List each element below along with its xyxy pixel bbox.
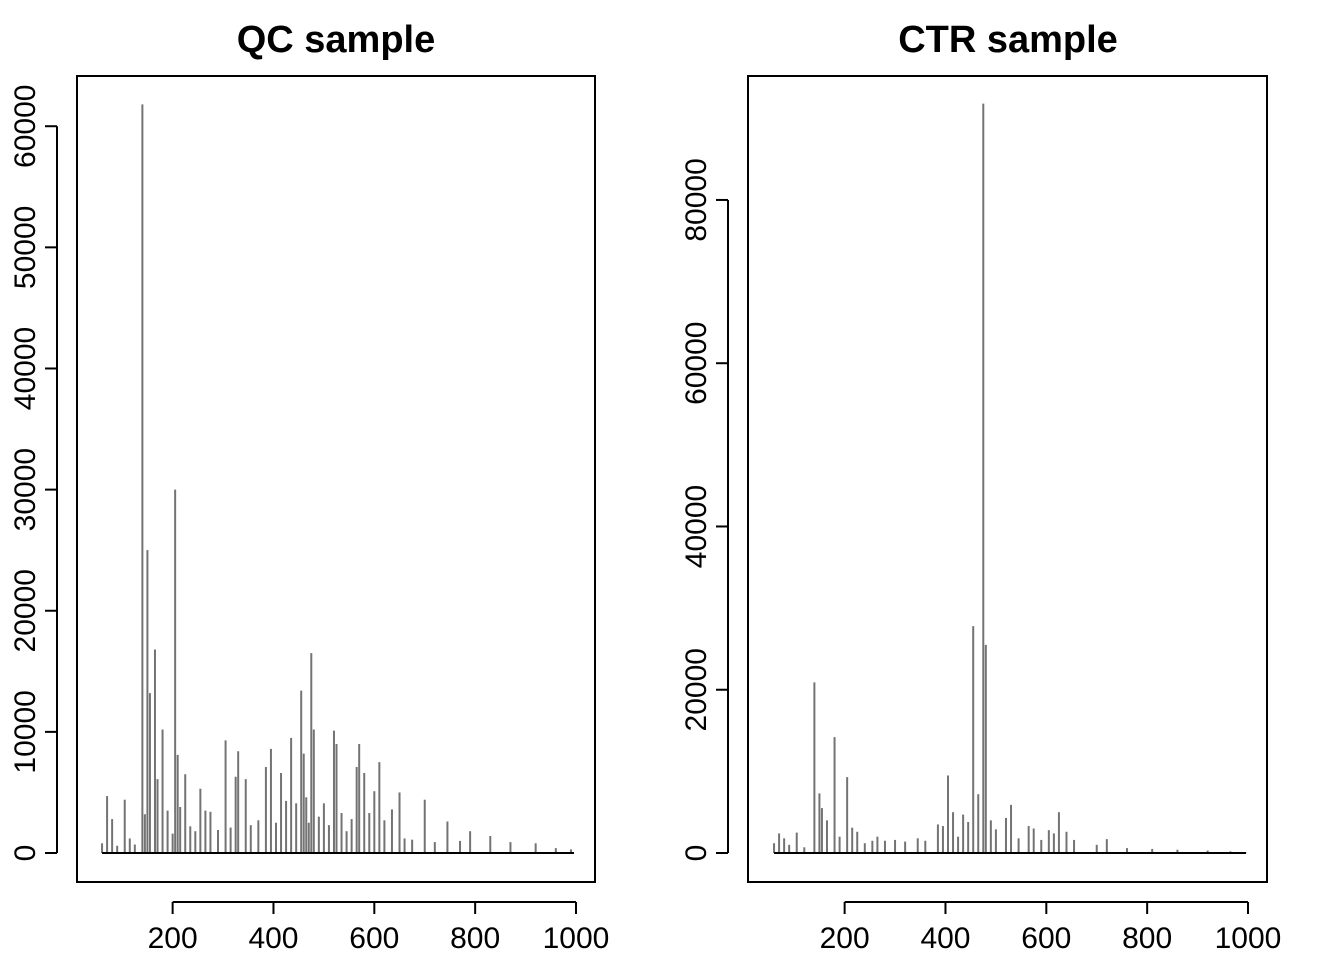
x-tick-label: 200 — [148, 922, 198, 955]
y-tick-label: 40000 — [9, 327, 42, 410]
y-axis: 0 10000 20000 30000 40000 50000 60000 — [9, 85, 58, 862]
x-axis: 200 400 600 800 1000 — [820, 901, 1282, 955]
y-tick-label: 20000 — [680, 648, 713, 731]
y-tick-label: 80000 — [680, 158, 713, 241]
x-tick-label: 600 — [349, 922, 399, 955]
x-tick-label: 800 — [1122, 922, 1172, 955]
x-tick-label: 400 — [248, 922, 298, 955]
y-axis: 0 20000 40000 60000 80000 — [680, 158, 729, 862]
chart-panel-qc: QC sample 010000200003000040000500006000… — [9, 19, 609, 955]
y-tick-label: 0 — [680, 845, 713, 862]
plot-frame — [747, 75, 1268, 883]
plot-frame — [76, 75, 596, 883]
x-tick-label: 400 — [920, 922, 970, 955]
x-tick-label: 800 — [450, 922, 500, 955]
y-tick-label: 10000 — [9, 690, 42, 773]
y-tick-label: 50000 — [9, 206, 42, 289]
x-tick-label: 200 — [820, 922, 870, 955]
y-tick-label: 30000 — [9, 448, 42, 531]
x-tick-label: 1000 — [1215, 922, 1282, 955]
chart-title: QC sample — [237, 19, 436, 61]
x-axis: 200 400 600 800 1000 — [148, 901, 610, 955]
y-tick-label: 20000 — [9, 569, 42, 652]
chart-panel-ctr: CTR sample 0 20000 40000 60000 80000 200 400 6… — [680, 19, 1281, 955]
x-tick-label: 1000 — [543, 922, 610, 955]
y-tick-label: 60000 — [9, 85, 42, 168]
x-tick-label: 600 — [1021, 922, 1071, 955]
y-tick-label: 60000 — [680, 321, 713, 404]
spectrum-series — [101, 104, 574, 854]
y-tick-label: 0 — [9, 845, 42, 862]
chart-title: CTR sample — [898, 19, 1118, 61]
spectrum-series — [773, 103, 1247, 854]
y-tick-label: 40000 — [680, 485, 713, 568]
